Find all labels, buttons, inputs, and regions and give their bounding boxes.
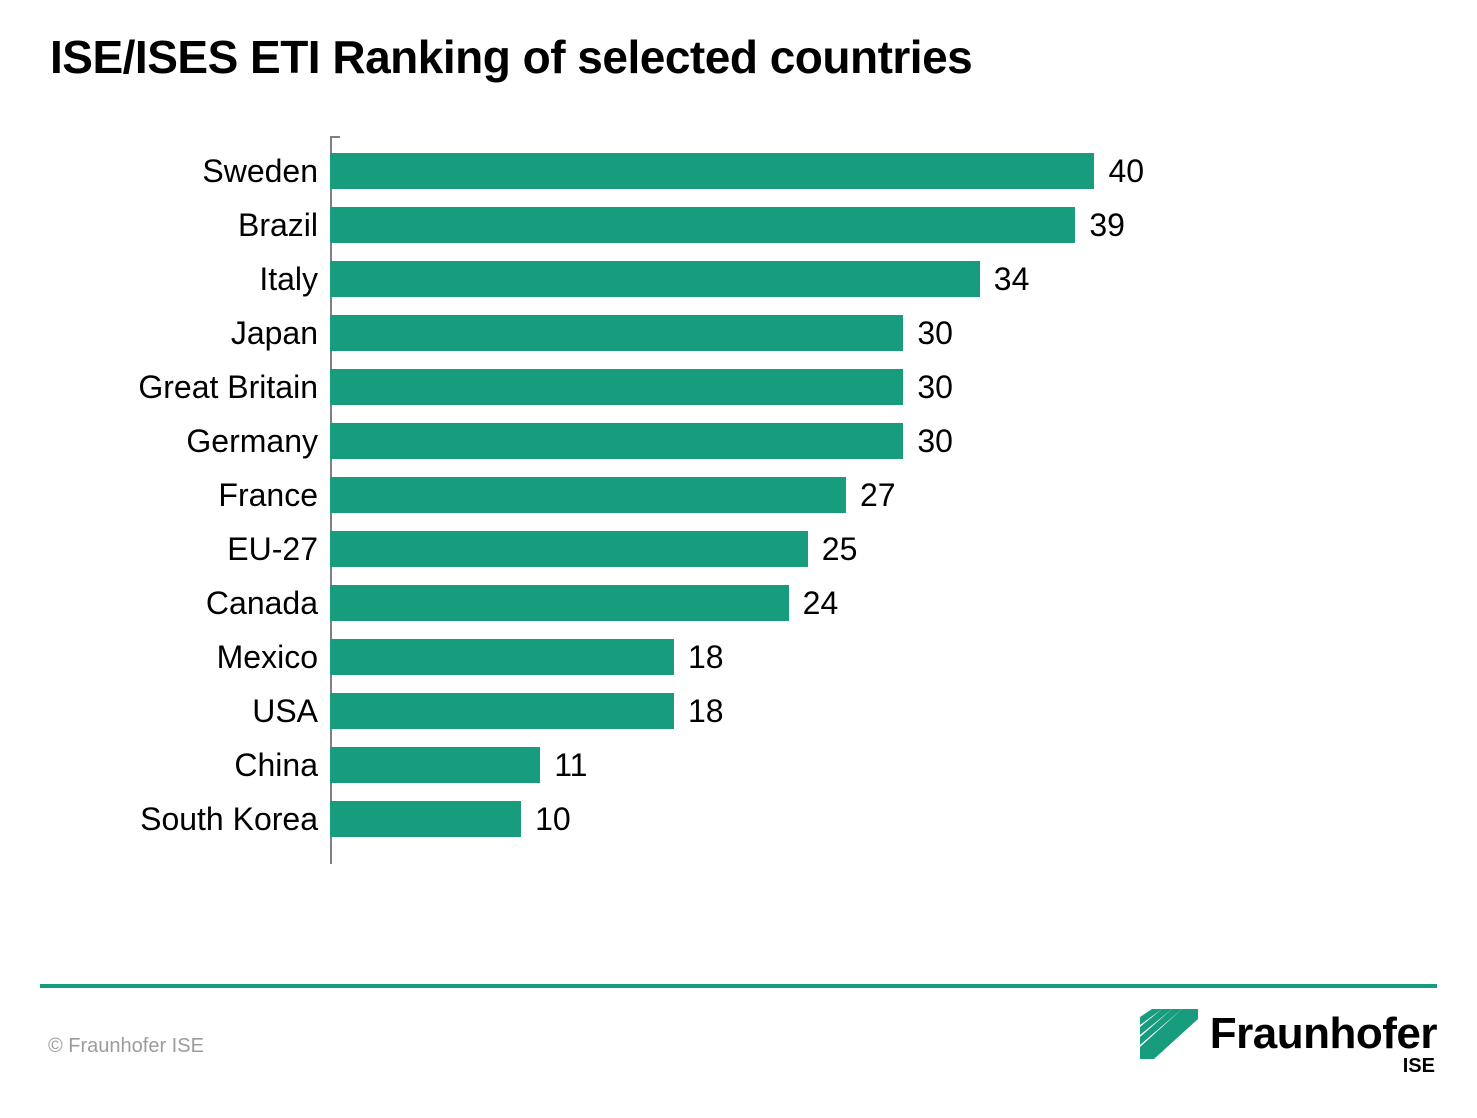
bar-plot-cell: 18 — [330, 630, 1200, 684]
logo-subtext: ISE — [1403, 1055, 1435, 1078]
bar-plot-cell: 25 — [330, 522, 1200, 576]
category-label: Germany — [100, 423, 330, 460]
value-label: 11 — [554, 747, 587, 784]
logo-wordmark: Fraunhofer — [1210, 1009, 1437, 1059]
bar — [330, 153, 1094, 189]
copyright-text: © Fraunhofer ISE — [48, 1035, 204, 1058]
axis-top-tick — [330, 136, 340, 138]
bar — [330, 261, 980, 297]
bar — [330, 639, 674, 675]
bar-plot-cell: 18 — [330, 684, 1200, 738]
bar-row: France 27 — [100, 468, 1200, 522]
value-label: 24 — [803, 585, 839, 622]
category-label: Brazil — [100, 207, 330, 244]
value-label: 10 — [535, 801, 571, 838]
bar — [330, 693, 674, 729]
bar-row: South Korea 10 — [100, 792, 1200, 846]
category-label: Italy — [100, 261, 330, 298]
category-label: Mexico — [100, 639, 330, 676]
logo-row: Fraunhofer — [1140, 1009, 1437, 1059]
value-label: 18 — [688, 693, 724, 730]
fraunhofer-mark-icon — [1140, 1009, 1198, 1059]
category-label: South Korea — [100, 801, 330, 838]
bar-plot-cell: 10 — [330, 792, 1200, 846]
bar — [330, 801, 521, 837]
bar-plot-cell: 34 — [330, 252, 1200, 306]
bar — [330, 423, 903, 459]
category-label: Sweden — [100, 153, 330, 190]
value-label: 27 — [860, 477, 896, 514]
bar-row: Japan 30 — [100, 306, 1200, 360]
bar-row: Canada 24 — [100, 576, 1200, 630]
bar-row: Brazil 39 — [100, 198, 1200, 252]
category-label: EU-27 — [100, 531, 330, 568]
footer-rule — [40, 984, 1437, 988]
category-label: France — [100, 477, 330, 514]
bar — [330, 369, 903, 405]
ranking-bar-chart: Sweden40Brazil39Italy34Japan30Great Brit… — [100, 144, 1200, 866]
value-label: 40 — [1108, 153, 1144, 190]
bar-row: Sweden 40 — [100, 144, 1200, 198]
category-label: Canada — [100, 585, 330, 622]
bar-plot-cell: 27 — [330, 468, 1200, 522]
fraunhofer-logo: Fraunhofer ISE — [1140, 1009, 1437, 1078]
category-label: Japan — [100, 315, 330, 352]
bar-row: USA 18 — [100, 684, 1200, 738]
bar-plot-cell: 30 — [330, 306, 1200, 360]
bar-row: China 11 — [100, 738, 1200, 792]
value-label: 30 — [917, 315, 953, 352]
category-label: Great Britain — [100, 369, 330, 406]
bar — [330, 531, 808, 567]
slide: ISE/ISES ETI Ranking of selected countri… — [0, 0, 1477, 1118]
category-label: USA — [100, 693, 330, 730]
bar-row: Germany 30 — [100, 414, 1200, 468]
bar-row: Mexico 18 — [100, 630, 1200, 684]
bar-row: EU-27 25 — [100, 522, 1200, 576]
bar — [330, 747, 540, 783]
bar-row: Great Britain 30 — [100, 360, 1200, 414]
bar-row: Italy 34 — [100, 252, 1200, 306]
bar — [330, 207, 1075, 243]
bar-plot-cell: 39 — [330, 198, 1200, 252]
value-label: 30 — [917, 423, 953, 460]
bar-plot-cell: 40 — [330, 144, 1200, 198]
slide-title: ISE/ISES ETI Ranking of selected countri… — [50, 30, 1437, 84]
value-label: 18 — [688, 639, 724, 676]
bar-plot-cell: 11 — [330, 738, 1200, 792]
bar-plot-cell: 30 — [330, 360, 1200, 414]
value-label: 25 — [822, 531, 858, 568]
value-label: 30 — [917, 369, 953, 406]
bar-plot-cell: 24 — [330, 576, 1200, 630]
value-label: 39 — [1089, 207, 1125, 244]
category-label: China — [100, 747, 330, 784]
bar-plot-cell: 30 — [330, 414, 1200, 468]
bar — [330, 477, 846, 513]
bar — [330, 315, 903, 351]
bar — [330, 585, 789, 621]
value-label: 34 — [994, 261, 1030, 298]
